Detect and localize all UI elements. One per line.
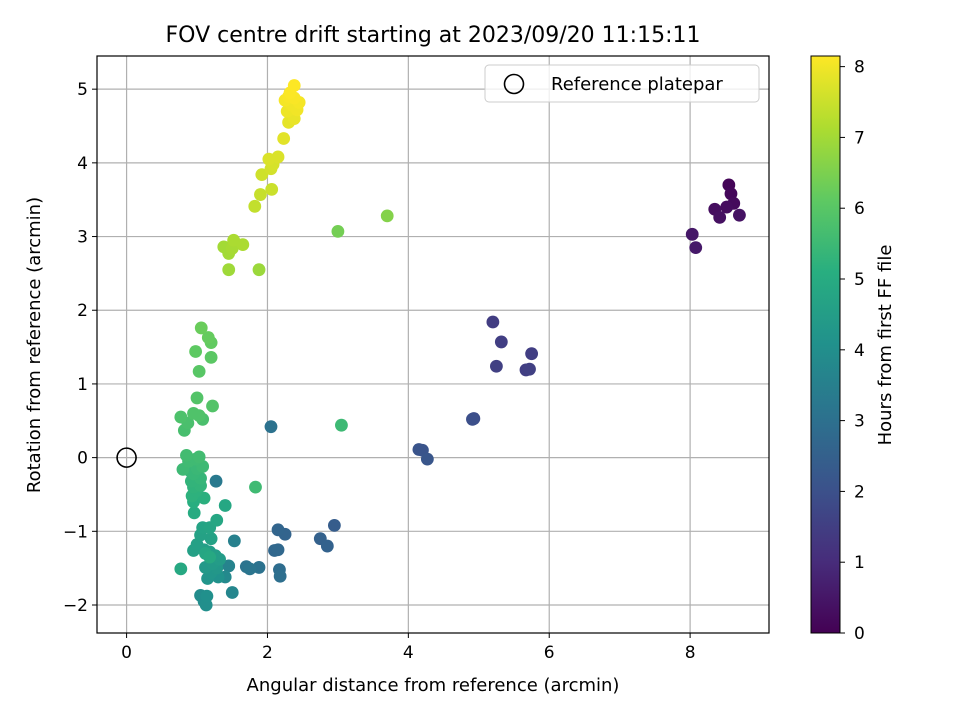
data-point — [689, 241, 703, 254]
data-point — [192, 364, 206, 378]
colorbar-tick-label: 8 — [854, 58, 865, 78]
data-point — [277, 132, 291, 145]
data-point — [273, 569, 287, 583]
data-point — [192, 450, 206, 464]
x-axis-ticks: 0 2 4 6 8 — [121, 633, 696, 663]
colorbar-tick-label: 1 — [854, 553, 865, 573]
data-point — [190, 391, 204, 405]
y-axis-label: Rotation from reference (arcmin) — [24, 197, 45, 493]
colorbar-ticks: 0 1 2 3 4 5 6 7 8 — [840, 58, 865, 644]
data-point — [331, 224, 345, 238]
y-tick-label: 3 — [77, 228, 88, 248]
data-point — [287, 79, 301, 92]
colorbar-tick-label: 7 — [854, 128, 865, 148]
data-point — [525, 347, 539, 361]
y-tick-label: 2 — [77, 301, 88, 321]
data-point — [194, 321, 208, 335]
data-point — [174, 562, 188, 576]
data-point — [218, 499, 232, 512]
data-point — [271, 523, 285, 537]
y-tick-label: −1 — [63, 522, 88, 542]
x-tick-label: 6 — [544, 643, 555, 663]
x-tick-label: 2 — [262, 643, 273, 663]
colorbar-tick-label: 0 — [854, 624, 865, 644]
data-point — [210, 513, 224, 527]
legend-box — [484, 64, 760, 103]
x-tick-label: 8 — [685, 643, 696, 663]
colorbar-label: Hours from first FF file — [875, 245, 896, 446]
data-point — [523, 362, 536, 376]
x-tick-label: 4 — [403, 643, 414, 663]
data-point — [248, 199, 262, 213]
data-point — [380, 209, 394, 223]
chart-title: FOV centre drift starting at 2023/09/20 … — [166, 23, 701, 48]
colorbar-tick-label: 3 — [854, 412, 865, 432]
legend-entry-label: Reference platepar — [551, 74, 723, 95]
y-tick-label: 0 — [77, 449, 88, 469]
x-axis-label: Angular distance from reference (arcmin) — [247, 675, 620, 696]
data-point — [222, 559, 236, 573]
y-axis-ticks: −2 −1 0 1 2 3 4 5 — [63, 80, 97, 616]
data-point — [187, 506, 201, 520]
colorbar-tick-label: 4 — [854, 341, 865, 361]
data-point — [264, 420, 278, 434]
data-point — [189, 345, 203, 358]
y-tick-label: 5 — [77, 80, 88, 100]
data-point — [225, 586, 239, 599]
plot-frame — [96, 55, 770, 634]
data-point — [174, 410, 188, 424]
data-point — [262, 152, 276, 166]
data-point — [466, 412, 479, 426]
y-tick-label: 1 — [77, 375, 88, 395]
colorbar-tick-label: 6 — [854, 199, 865, 219]
legend: Reference platepar — [484, 64, 760, 103]
data-point — [227, 534, 241, 548]
data-point — [200, 589, 214, 603]
data-point — [254, 188, 267, 201]
data-point — [243, 562, 257, 576]
data-points — [174, 79, 746, 612]
data-point — [265, 182, 279, 196]
data-point — [249, 480, 262, 494]
y-tick-label: −2 — [63, 596, 88, 616]
colorbar-tick-label: 5 — [854, 270, 865, 290]
x-tick-label: 0 — [121, 643, 132, 663]
data-point — [204, 350, 218, 364]
data-point — [733, 208, 746, 222]
data-point — [252, 263, 266, 277]
reference-platepar-point — [116, 447, 137, 468]
data-point — [271, 543, 285, 557]
colorbar — [810, 55, 841, 634]
data-point — [209, 474, 223, 488]
data-point — [685, 227, 699, 241]
data-point — [192, 409, 206, 423]
data-point — [236, 238, 250, 252]
data-point — [494, 335, 508, 349]
data-point — [201, 331, 215, 344]
data-point — [327, 519, 341, 532]
data-point — [203, 550, 217, 564]
data-point — [204, 532, 218, 546]
data-point — [320, 539, 334, 553]
legend-marker-icon — [503, 73, 525, 95]
data-point — [335, 418, 348, 432]
data-point — [180, 449, 193, 462]
colorbar-tick-label: 2 — [854, 482, 865, 502]
reference-marker — [116, 447, 137, 468]
data-point — [713, 210, 727, 224]
data-point — [720, 200, 734, 214]
data-point — [489, 359, 503, 373]
y-tick-label: 4 — [77, 154, 88, 174]
data-point — [255, 168, 269, 182]
data-point — [206, 399, 219, 413]
data-point — [486, 315, 500, 329]
data-point — [420, 452, 434, 466]
data-point — [222, 263, 236, 277]
